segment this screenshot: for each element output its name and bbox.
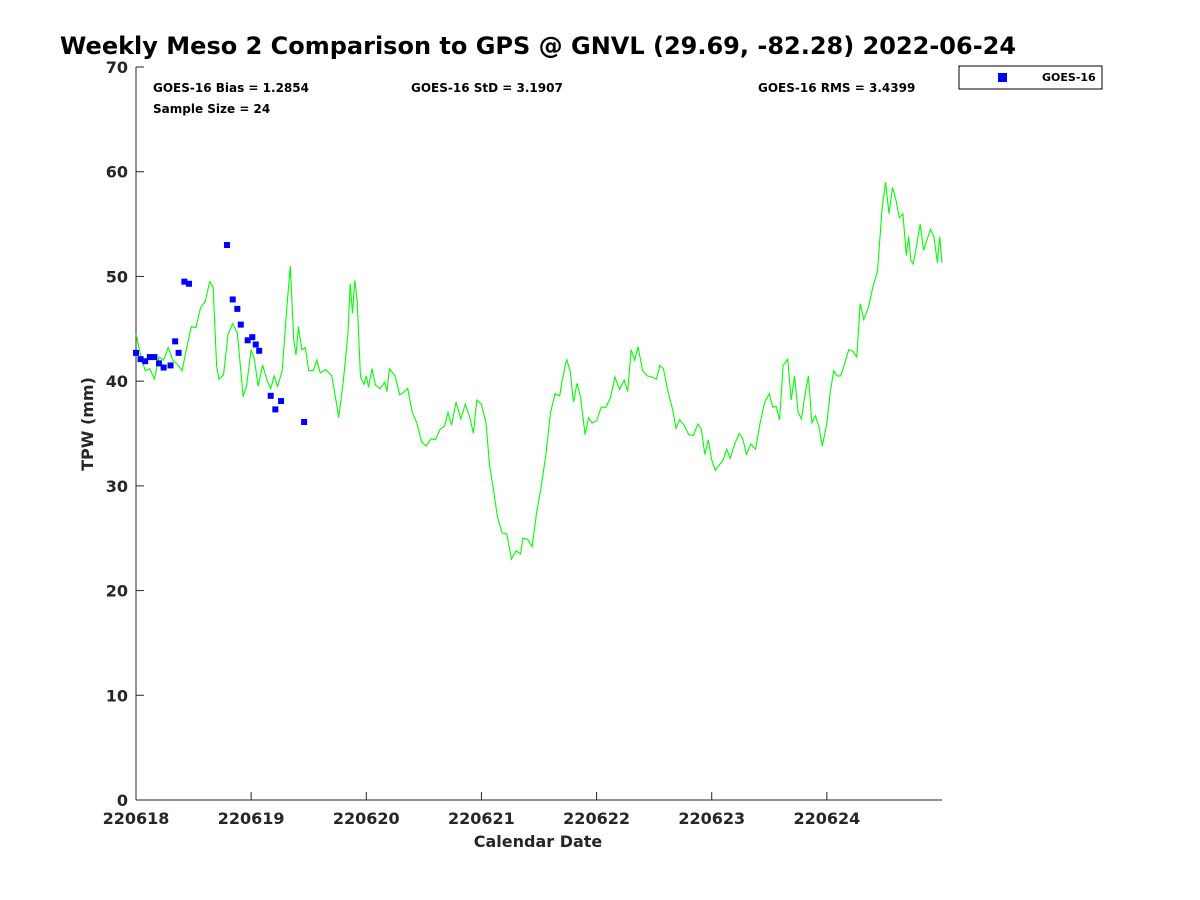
x-tick-label: 220621 (448, 809, 515, 828)
legend-label-goes-16: GOES-16 (1042, 71, 1096, 84)
y-tick-label: 30 (106, 477, 128, 496)
rms-stat: GOES-16 RMS = 3.4399 (758, 81, 915, 95)
goes-16-point (151, 354, 158, 361)
goes-16-point (249, 334, 256, 341)
y-tick-label: 10 (106, 686, 128, 705)
bias-stat: GOES-16 Bias = 1.2854 (153, 81, 309, 95)
sample-size-stat: Sample Size = 24 (153, 102, 270, 116)
goes-16-point (142, 358, 149, 365)
legend-marker-goes-16 (998, 73, 1007, 82)
y-tick-label: 20 (106, 582, 128, 601)
goes-16-point (181, 278, 188, 285)
x-axis-label: Calendar Date (474, 832, 603, 851)
x-tick-label: 220623 (678, 809, 745, 828)
goes-16-point (244, 337, 251, 344)
series-layer (133, 182, 943, 561)
legend: GOES-16 (958, 65, 1103, 90)
x-tick-label: 220620 (333, 809, 400, 828)
goes-16-point (278, 398, 285, 405)
chart-title: Weekly Meso 2 Comparison to GPS @ GNVL (… (60, 32, 1016, 60)
goes-16-point (267, 392, 274, 399)
goes-16-point (146, 354, 153, 361)
x-tick-label: 220622 (563, 809, 630, 828)
x-axis: 220618 220619 220620 220621 220622 220623 2206… (103, 792, 860, 828)
legend-box (958, 65, 1103, 90)
goes-16-point (223, 242, 230, 249)
goes-16-point (229, 296, 236, 303)
y-tick-label: 50 (106, 267, 128, 286)
goes-16-point (137, 356, 144, 363)
goes-16-point (175, 349, 182, 356)
y-tick-label: 70 (106, 58, 128, 77)
goes-16-point (252, 341, 259, 348)
goes-16-point (256, 347, 263, 354)
goes-16-point (133, 349, 139, 356)
x-tick-label: 220619 (218, 809, 285, 828)
goes-16-point (301, 418, 308, 425)
y-tick-label: 0 (117, 791, 128, 810)
goes-16-point (172, 338, 179, 345)
plot-area (135, 67, 942, 801)
goes-16-point (272, 406, 279, 413)
gps-series-line (135, 182, 943, 561)
goes-16-point (160, 364, 167, 371)
y-tick-label: 60 (106, 163, 128, 182)
goes-16-point (167, 362, 174, 369)
std-stat: GOES-16 StD = 3.1907 (411, 81, 563, 95)
y-axis-label: TPW (mm) (78, 377, 97, 471)
goes-16-point (237, 321, 244, 328)
y-axis: 0 10 20 30 40 50 60 70 (106, 58, 144, 810)
goes-16-point (185, 280, 192, 287)
y-tick-label: 40 (106, 372, 128, 391)
goes-16-point (234, 305, 241, 312)
x-tick-label: 220624 (793, 809, 860, 828)
x-tick-label: 220618 (103, 809, 170, 828)
goes-16-point (156, 360, 163, 367)
